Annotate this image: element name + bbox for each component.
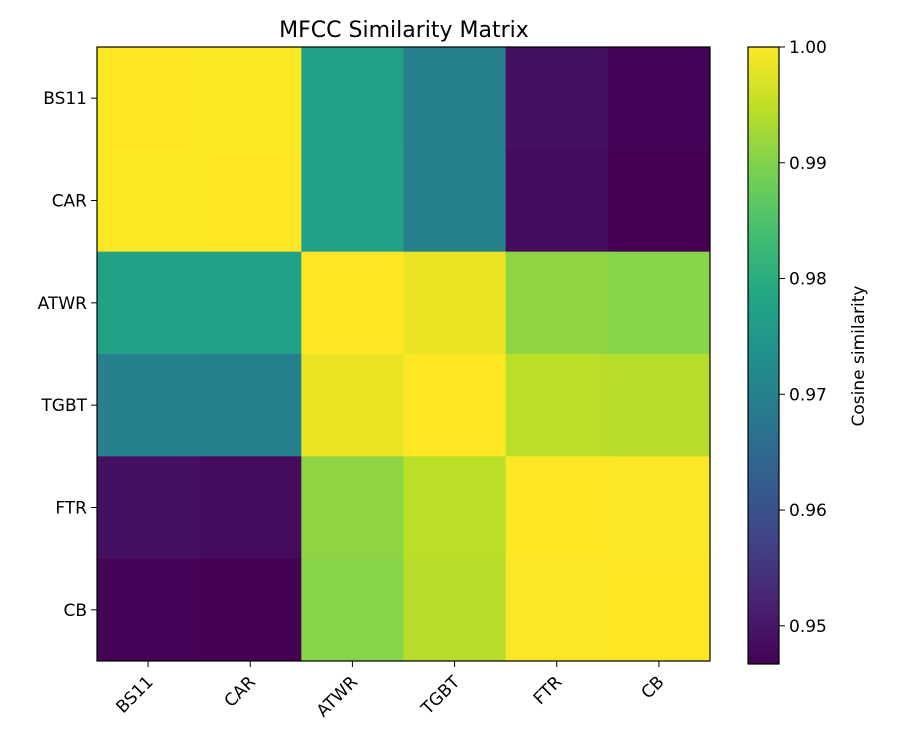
heatmap-cell bbox=[199, 354, 302, 457]
heatmap-cell bbox=[403, 47, 507, 150]
heatmap-cell bbox=[403, 149, 507, 253]
y-tick-label: TGBT bbox=[40, 396, 87, 416]
x-tick-label: BS11 bbox=[113, 672, 158, 717]
heatmap-cell bbox=[301, 47, 404, 150]
heatmap-cell bbox=[505, 558, 609, 662]
heatmap-cell bbox=[301, 251, 404, 355]
x-tick-label: FTR bbox=[530, 672, 567, 709]
heatmap-cell bbox=[301, 354, 404, 457]
x-tick-label: CAR bbox=[221, 672, 260, 711]
heatmap-cell bbox=[199, 558, 302, 662]
y-tick-label: FTR bbox=[55, 499, 87, 519]
heatmap-cell bbox=[607, 456, 711, 560]
heatmap-cell bbox=[199, 47, 302, 150]
colorbar-label: Cosine similarity bbox=[849, 286, 869, 427]
y-tick-label: ATWR bbox=[38, 294, 88, 314]
heatmap-cell bbox=[199, 149, 302, 253]
colorbar bbox=[747, 46, 780, 665]
heatmap-cell bbox=[403, 558, 507, 662]
heatmap-cells bbox=[97, 47, 711, 662]
heatmap-cell bbox=[607, 354, 711, 457]
heatmap-cell bbox=[607, 149, 711, 253]
heatmap-cell bbox=[607, 47, 711, 150]
heatmap-cell bbox=[97, 251, 200, 355]
y-tick-label: CAR bbox=[52, 192, 87, 212]
heatmap-cell bbox=[301, 558, 404, 662]
y-axis-ticks: BS11 CAR ATWR TGBT FTR CB bbox=[38, 89, 97, 621]
colorbar-tick-label: 0.97 bbox=[789, 385, 827, 405]
colorbar-ticks: 0.95 0.96 0.97 0.98 0.99 1.00 bbox=[779, 38, 827, 637]
heatmap-cell bbox=[199, 456, 302, 560]
x-tick-label: TGBT bbox=[417, 672, 465, 720]
heatmap-cell bbox=[301, 456, 404, 560]
x-tick-label: CB bbox=[638, 672, 669, 703]
colorbar-tick-label: 1.00 bbox=[789, 38, 827, 58]
plot-frame bbox=[96, 46, 711, 662]
heatmap-cell bbox=[97, 149, 200, 253]
heatmap-cell bbox=[607, 251, 711, 355]
heatmap-cell bbox=[607, 558, 711, 662]
heatmap-cell bbox=[505, 354, 609, 457]
heatmap-cell bbox=[505, 47, 609, 150]
x-axis-ticks: BS11 CAR ATWR TGBT FTR CB bbox=[113, 661, 669, 721]
heatmap-cell bbox=[97, 354, 200, 457]
heatmap-cell bbox=[97, 558, 200, 662]
heatmap-cell bbox=[505, 149, 609, 253]
heatmap-cell bbox=[505, 456, 609, 560]
heatmap-cell bbox=[199, 251, 302, 355]
chart-title: MFCC Similarity Matrix bbox=[279, 18, 529, 43]
heatmap-cell bbox=[97, 456, 200, 560]
colorbar-tick-label: 0.99 bbox=[789, 154, 827, 174]
colorbar-tick-label: 0.96 bbox=[789, 501, 827, 521]
y-tick-label: CB bbox=[63, 601, 87, 621]
colorbar-tick-label: 0.95 bbox=[789, 617, 827, 637]
colorbar-tick-label: 0.98 bbox=[789, 270, 827, 290]
x-tick-label: ATWR bbox=[313, 672, 362, 721]
heatmap-cell bbox=[97, 47, 200, 150]
heatmap-cell bbox=[403, 251, 507, 355]
y-tick-label: BS11 bbox=[43, 89, 87, 109]
heatmap-cell bbox=[505, 251, 609, 355]
heatmap-cell bbox=[403, 354, 507, 457]
heatmap-cell bbox=[301, 149, 404, 253]
heatmap-cell bbox=[403, 456, 507, 560]
